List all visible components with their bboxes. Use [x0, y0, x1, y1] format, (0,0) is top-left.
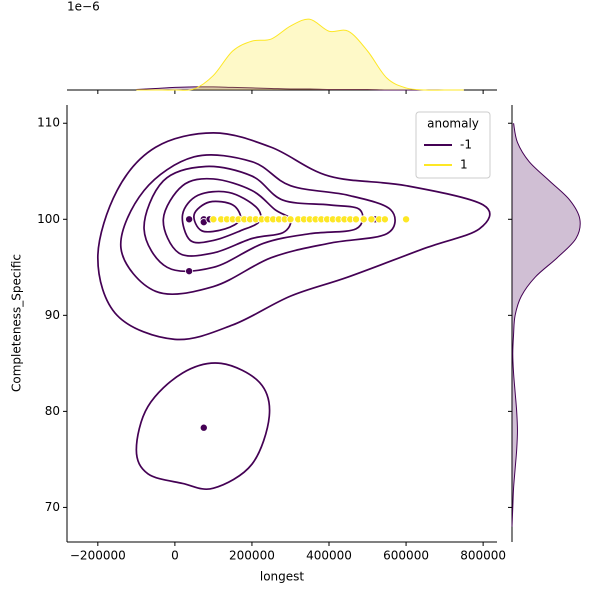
- point: [185, 267, 194, 276]
- point: [402, 215, 411, 224]
- legend-title: anomaly: [427, 117, 479, 131]
- marginal-x-density: [136, 18, 464, 91]
- point: [199, 423, 208, 432]
- point: [380, 215, 389, 224]
- legend-box: [415, 111, 491, 179]
- plot-area: [96, 132, 491, 491]
- x-axis-label: longest: [260, 570, 305, 584]
- kde-contour: [135, 362, 271, 491]
- y-tick-label: 70: [45, 500, 60, 514]
- x-tick-label: 200000: [229, 549, 275, 563]
- point: [185, 215, 194, 224]
- point: [351, 215, 360, 224]
- x-tick-label: 0: [171, 549, 179, 563]
- y-tick-label: 100: [37, 212, 60, 226]
- point: [359, 215, 368, 224]
- legend-label: -1: [460, 138, 472, 152]
- marginal-y-fill: [512, 123, 581, 527]
- y-tick-label: 110: [37, 116, 60, 130]
- marginal-y-density: [511, 123, 581, 527]
- y-axis-label: Completeness_Specific: [10, 254, 24, 392]
- point: [367, 215, 376, 224]
- kde-contour: [143, 165, 364, 273]
- x-tick-label: −200000: [70, 549, 126, 563]
- x-tick-label: 600000: [383, 549, 429, 563]
- y-tick-label: 90: [45, 308, 60, 322]
- marginal-x-fill: [136, 19, 464, 91]
- marginal-x-fill: [136, 86, 464, 91]
- x-tick-label: 800000: [460, 549, 506, 563]
- legend-label: 1: [460, 158, 468, 172]
- point: [209, 215, 218, 224]
- marginal-x-density: [136, 86, 464, 91]
- offset-text: 1e−6: [67, 0, 100, 14]
- x-tick-label: 400000: [306, 549, 352, 563]
- y-tick-label: 80: [45, 404, 60, 418]
- point: [286, 215, 295, 224]
- kde-contour: [119, 154, 396, 295]
- kde-contour: [96, 132, 491, 341]
